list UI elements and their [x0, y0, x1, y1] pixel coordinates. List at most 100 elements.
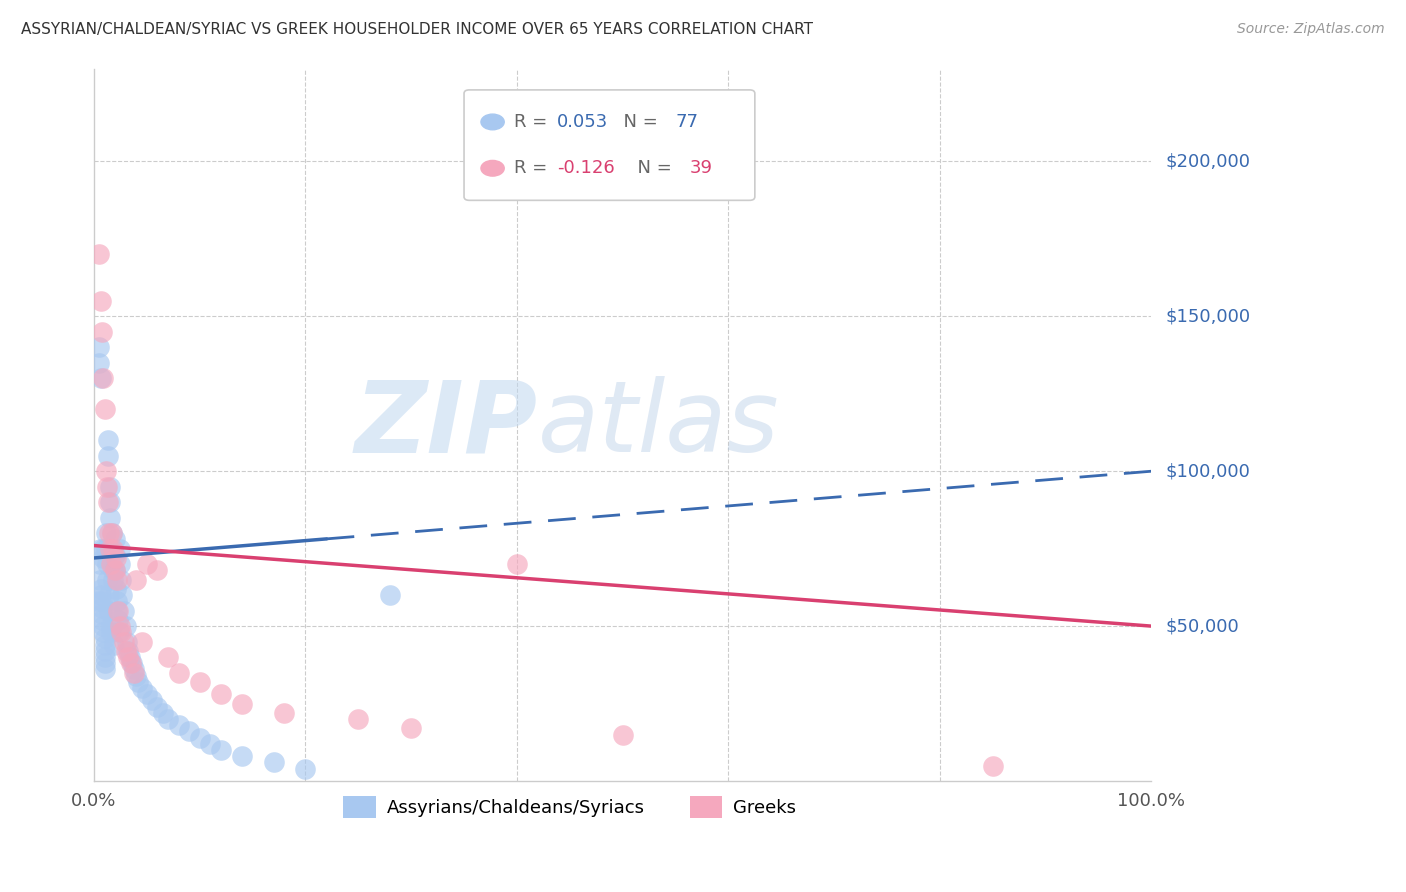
Point — [399, 722, 422, 736]
Point — [91, 600, 114, 615]
Point — [110, 573, 132, 587]
Point — [120, 657, 142, 671]
Point — [105, 573, 128, 587]
Point — [112, 634, 135, 648]
Point — [110, 625, 132, 640]
Circle shape — [481, 114, 505, 130]
Point — [104, 563, 127, 577]
Point — [231, 749, 253, 764]
Point — [90, 582, 112, 596]
Point — [273, 706, 295, 720]
Point — [89, 573, 111, 587]
Point — [209, 743, 232, 757]
Point — [127, 674, 149, 689]
Point — [100, 619, 122, 633]
Point — [122, 665, 145, 680]
Point — [107, 613, 129, 627]
Point — [103, 638, 125, 652]
Point — [347, 712, 370, 726]
Point — [97, 449, 120, 463]
Point — [101, 526, 124, 541]
Legend: Assyrians/Chaldeans/Syriacs, Greeks: Assyrians/Chaldeans/Syriacs, Greeks — [336, 789, 803, 825]
Point — [105, 604, 128, 618]
Text: R =: R = — [513, 113, 553, 131]
Text: 0.053: 0.053 — [557, 113, 609, 131]
Point — [93, 657, 115, 671]
Point — [98, 495, 121, 509]
Point — [112, 604, 135, 618]
Point — [110, 557, 132, 571]
Point — [97, 588, 120, 602]
Point — [94, 541, 117, 556]
Point — [110, 619, 132, 633]
Point — [294, 762, 316, 776]
Point — [263, 756, 285, 770]
Text: Source: ZipAtlas.com: Source: ZipAtlas.com — [1237, 22, 1385, 37]
Point — [94, 464, 117, 478]
Point — [104, 533, 127, 547]
Point — [98, 541, 121, 556]
Point — [167, 665, 190, 680]
Text: 39: 39 — [689, 160, 713, 178]
Circle shape — [481, 161, 505, 176]
Point — [91, 607, 114, 621]
Point — [91, 613, 114, 627]
Point — [111, 588, 134, 602]
Point — [125, 668, 148, 682]
Point — [981, 758, 1004, 772]
Point — [101, 541, 124, 556]
Point — [96, 557, 118, 571]
Point — [89, 356, 111, 370]
Point — [91, 325, 114, 339]
Point — [87, 594, 110, 608]
Point — [97, 526, 120, 541]
Text: $50,000: $50,000 — [1166, 617, 1239, 635]
Point — [146, 563, 169, 577]
Point — [101, 573, 124, 587]
Point — [93, 551, 115, 566]
Point — [122, 663, 145, 677]
Point — [108, 625, 131, 640]
Point — [115, 634, 138, 648]
Point — [177, 724, 200, 739]
Point — [93, 402, 115, 417]
Point — [117, 644, 139, 658]
Text: $200,000: $200,000 — [1166, 153, 1250, 170]
Point — [89, 340, 111, 354]
Point — [98, 480, 121, 494]
Point — [90, 588, 112, 602]
Point — [612, 727, 634, 741]
Point — [146, 699, 169, 714]
Point — [89, 541, 111, 556]
Point — [114, 644, 136, 658]
Point — [135, 557, 157, 571]
Text: ZIP: ZIP — [356, 376, 538, 474]
Point — [131, 681, 153, 695]
Text: 77: 77 — [675, 113, 699, 131]
Point — [188, 731, 211, 745]
Point — [141, 693, 163, 707]
Point — [125, 573, 148, 587]
Point — [100, 625, 122, 640]
Point — [105, 582, 128, 596]
Point — [209, 687, 232, 701]
Point — [93, 663, 115, 677]
Point — [200, 737, 222, 751]
Point — [105, 551, 128, 566]
Point — [156, 712, 179, 726]
Text: ASSYRIAN/CHALDEAN/SYRIAC VS GREEK HOUSEHOLDER INCOME OVER 65 YEARS CORRELATION C: ASSYRIAN/CHALDEAN/SYRIAC VS GREEK HOUSEH… — [21, 22, 813, 37]
Point — [93, 632, 115, 646]
Text: -0.126: -0.126 — [557, 160, 614, 178]
FancyBboxPatch shape — [464, 90, 755, 201]
Point — [96, 480, 118, 494]
Point — [167, 718, 190, 732]
Text: $150,000: $150,000 — [1166, 308, 1250, 326]
Point — [117, 650, 139, 665]
Point — [93, 638, 115, 652]
Point — [114, 619, 136, 633]
Text: atlas: atlas — [538, 376, 780, 474]
Point — [101, 541, 124, 556]
Point — [90, 371, 112, 385]
Point — [101, 526, 124, 541]
Point — [101, 563, 124, 577]
